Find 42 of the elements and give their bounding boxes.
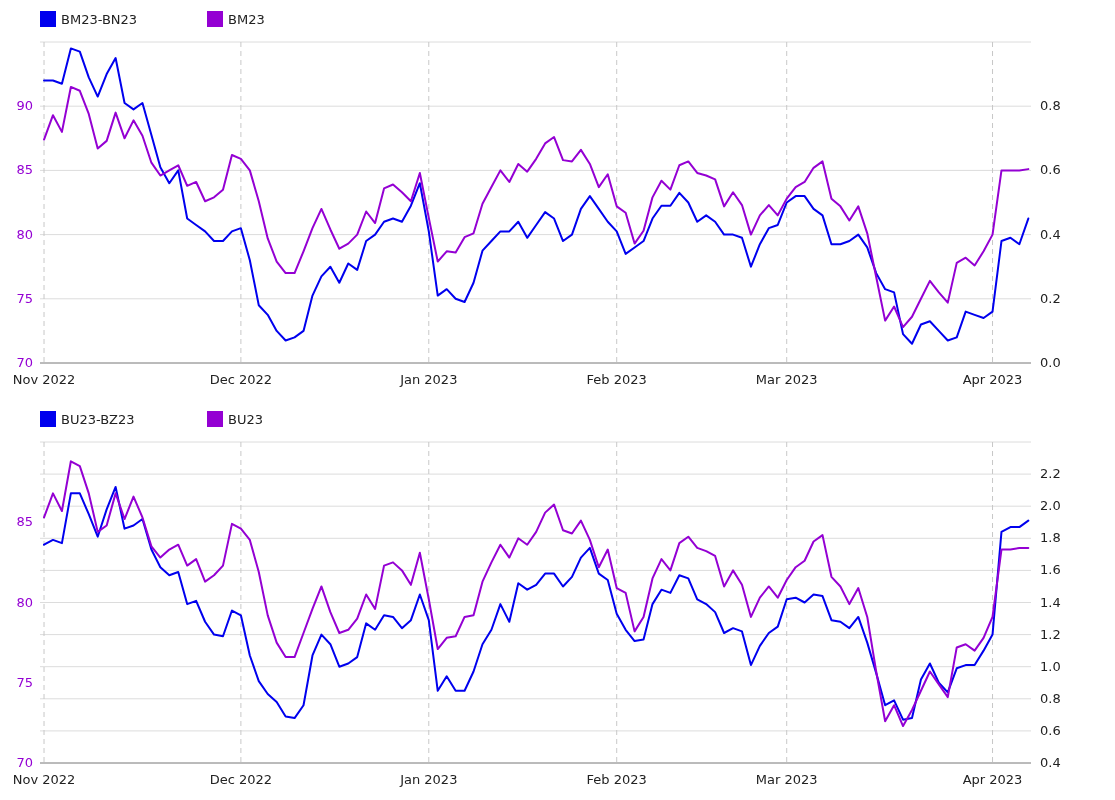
y2-tick-label: 2.0 xyxy=(1040,498,1061,514)
y-tick-label: 80 xyxy=(16,226,33,242)
y2-tick-label: 1.4 xyxy=(1040,594,1061,610)
legend-label: BM23-BN23 xyxy=(61,12,138,27)
x-tick-label: Apr 2023 xyxy=(962,372,1023,387)
y2-tick-label: 0.4 xyxy=(1040,755,1061,770)
y2-tick-label: 0.0 xyxy=(1040,355,1061,370)
y-tick-label: 85 xyxy=(16,514,33,530)
x-tick-label: Mar 2023 xyxy=(755,772,818,787)
x-tick-label: Jan 2023 xyxy=(399,372,458,387)
legend-label: BU23 xyxy=(228,412,263,427)
x-tick-label: Feb 2023 xyxy=(586,372,647,387)
y-tick-label: 75 xyxy=(16,674,33,690)
x-tick-label: Jan 2023 xyxy=(399,772,458,787)
legend-label: BM23 xyxy=(228,12,265,27)
y2-tick-label: 1.6 xyxy=(1040,562,1061,578)
x-tick-label: Mar 2023 xyxy=(755,372,818,387)
line-series xyxy=(43,85,1030,329)
line-series xyxy=(43,47,1030,345)
y-tick-label: 80 xyxy=(16,594,33,610)
legend-label: BU23-BZ23 xyxy=(61,412,135,427)
y-tick-label: 90 xyxy=(16,98,33,114)
y2-tick-label: 0.6 xyxy=(1040,722,1061,738)
y2-tick-label: 0.4 xyxy=(1040,226,1061,242)
y-tick-label: 70 xyxy=(16,355,33,370)
y2-tick-label: 1.8 xyxy=(1040,530,1061,546)
x-tick-label: Feb 2023 xyxy=(586,772,647,787)
x-tick-label: Dec 2022 xyxy=(209,772,273,787)
y2-tick-label: 0.8 xyxy=(1040,98,1061,114)
x-tick-label: Apr 2023 xyxy=(962,772,1023,787)
y2-tick-label: 1.0 xyxy=(1040,658,1061,674)
y2-tick-label: 2.2 xyxy=(1040,466,1061,482)
y-tick-label: 75 xyxy=(16,290,33,306)
y2-tick-label: 1.2 xyxy=(1040,626,1061,642)
y-tick-label: 85 xyxy=(16,162,33,178)
x-tick-label: Nov 2022 xyxy=(12,772,76,787)
y2-tick-label: 0.8 xyxy=(1040,690,1061,706)
y2-tick-label: 0.6 xyxy=(1040,162,1061,178)
y2-tick-label: 0.2 xyxy=(1040,290,1061,306)
x-tick-label: Nov 2022 xyxy=(12,372,76,387)
y-tick-label: 70 xyxy=(16,755,33,770)
x-tick-label: Dec 2022 xyxy=(209,372,273,387)
